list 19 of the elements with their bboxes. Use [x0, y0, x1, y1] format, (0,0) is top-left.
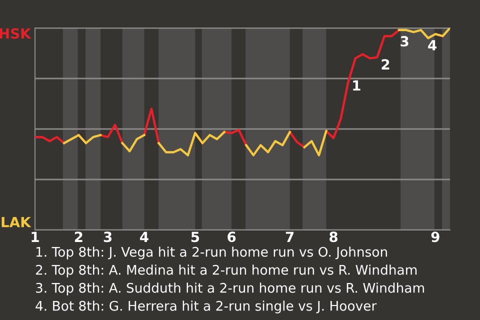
x-tick-label: 1	[32, 232, 39, 242]
x-tick-label: 6	[228, 232, 236, 242]
x-tick-label: 5	[191, 232, 200, 242]
text: 1. Top 8th: J. Vega hit a 2-run home run vs O. Johnson	[36, 246, 387, 260]
text: 4. Bot 8th: G. Herrera hit a 2-run single vs J. Hoover	[36, 300, 377, 314]
x-tick-label: 8	[330, 232, 338, 242]
annotation: 1	[353, 80, 360, 91]
text: 3. Top 8th: A. Sudduth hit a 2-run home run vs R. Windham	[36, 282, 424, 296]
annotation: 4	[428, 40, 437, 50]
x-tick-label: 9	[431, 232, 440, 242]
x-tick-label: 4	[140, 232, 148, 242]
text: HSK	[0, 28, 32, 39]
x-tick-label: 3	[104, 232, 112, 242]
annotation: 2	[382, 59, 390, 70]
text: LAK	[2, 216, 32, 228]
annotation: 3	[400, 36, 408, 47]
text: 2. Top 8th: A. Medina hit a 2-run home run vs R. Windham	[36, 264, 417, 278]
x-tick-label: 7	[286, 232, 294, 242]
x-tick-label: 2	[74, 232, 82, 242]
